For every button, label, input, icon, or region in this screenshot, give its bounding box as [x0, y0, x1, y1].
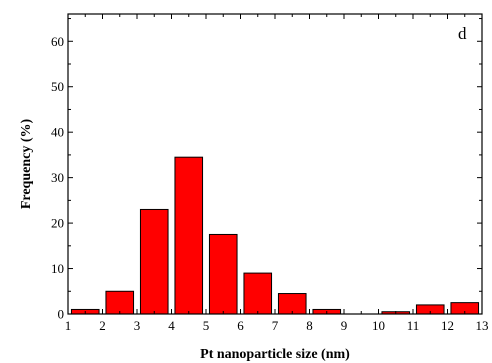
x-tick-label: 7: [272, 318, 279, 333]
x-tick-label: 1: [65, 318, 72, 333]
y-tick-label: 50: [51, 79, 64, 94]
plot-frame: [67, 13, 483, 315]
x-tick-label: 11: [407, 318, 420, 333]
x-tick-label: 3: [134, 318, 141, 333]
histogram-bar-4.5: [174, 156, 204, 315]
x-tick-label: 2: [99, 318, 106, 333]
x-axis-label: Pt nanoparticle size (nm): [200, 347, 350, 362]
histogram-bar-2.5: [105, 290, 135, 315]
y-tick-label: 40: [51, 125, 64, 140]
x-tick-label: 6: [237, 318, 244, 333]
y-tick-label: 20: [51, 216, 64, 231]
x-tick-label: 13: [476, 318, 489, 333]
y-tick-label: 10: [51, 261, 64, 276]
y-axis-label: Frequency (%): [19, 118, 34, 209]
bars-layer: [70, 156, 480, 315]
y-tick-label: 0: [58, 307, 65, 322]
histogram-bar-5.5: [208, 233, 238, 315]
x-tick-label: 4: [168, 318, 175, 333]
x-tick-label: 8: [306, 318, 313, 333]
histogram-bar-6.5: [243, 272, 273, 315]
panel-label: d: [458, 24, 467, 43]
histogram-bar-3.5: [139, 208, 169, 315]
y-tick-label: 30: [51, 170, 64, 185]
x-tick-label: 10: [372, 318, 385, 333]
histogram-bar-7.5: [277, 293, 307, 315]
x-tick-label: 12: [441, 318, 454, 333]
y-tick-label: 60: [51, 34, 64, 49]
x-tick-label: 9: [341, 318, 348, 333]
x-tick-label: 5: [203, 318, 210, 333]
